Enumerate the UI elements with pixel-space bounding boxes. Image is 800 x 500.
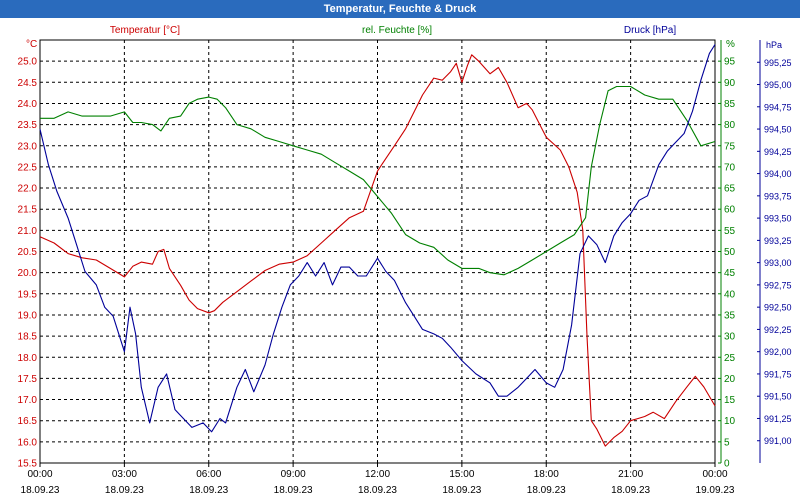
pressure-tick-label: 993,75 — [764, 191, 792, 201]
temperature-tick-label: 20.5 — [18, 247, 38, 258]
temperature-tick-label: 18.5 — [18, 332, 38, 343]
pressure-tick-label: 992,75 — [764, 280, 792, 290]
pressure-unit: hPa — [766, 40, 782, 50]
humidity-tick-label: 25 — [724, 353, 736, 364]
temperature-line — [39, 54, 716, 447]
humidity-tick-label: 0 — [724, 459, 730, 470]
time-tick-label: 00:00 — [27, 469, 52, 480]
temperature-tick-label: 17.0 — [18, 395, 38, 406]
date-tick-label: 18.09.23 — [105, 485, 144, 496]
temperature-tick-label: 21.5 — [18, 205, 38, 216]
humidity-line — [40, 85, 716, 276]
humidity-tick-label: 20 — [724, 374, 736, 385]
humidity-tick-label: 95 — [724, 57, 736, 68]
temperature-tick-label: 25.0 — [18, 57, 38, 68]
humidity-tick-label: 40 — [724, 289, 736, 300]
pressure-tick-label: 992,50 — [764, 303, 792, 313]
date-tick-label: 18.09.23 — [274, 485, 313, 496]
temperature-tick-label: 21.0 — [18, 226, 38, 237]
date-tick-label: 18.09.23 — [527, 485, 566, 496]
humidity-tick-label: 65 — [724, 184, 736, 195]
temperature-tick-label: 15.5 — [18, 459, 38, 470]
legend-humidity: rel. Feuchte [%] — [362, 25, 432, 36]
date-tick-label: 19.09.23 — [696, 485, 735, 496]
humidity-unit: % — [726, 39, 735, 50]
pressure-tick-label: 992,00 — [764, 347, 792, 357]
time-tick-label: 06:00 — [196, 469, 221, 480]
humidity-tick-label: 10 — [724, 416, 736, 427]
pressure-tick-label: 992,25 — [764, 325, 792, 335]
humidity-tick-label: 85 — [724, 99, 736, 110]
temperature-tick-label: 24.5 — [18, 78, 38, 89]
time-tick-label: 03:00 — [112, 469, 137, 480]
temperature-tick-label: 19.5 — [18, 289, 38, 300]
time-tick-label: 18:00 — [534, 469, 559, 480]
time-tick-label: 15:00 — [449, 469, 474, 480]
date-tick-label: 18.09.23 — [189, 485, 228, 496]
pressure-tick-label: 995,00 — [764, 80, 792, 90]
humidity-tick-label: 55 — [724, 226, 736, 237]
humidity-tick-label: 5 — [724, 437, 730, 448]
temperature-tick-label: 16.5 — [18, 416, 38, 427]
humidity-tick-label: 70 — [724, 162, 736, 173]
legend-pressure: Druck [hPa] — [624, 25, 676, 36]
temperature-tick-label: 23.5 — [18, 120, 38, 131]
humidity-axis: 0 5 10 15 20 25 30 35 40 45 50 55 60 65 70 75 80 85 90 95 — [718, 40, 736, 470]
humidity-tick-label: 50 — [724, 247, 736, 258]
chart-title: Temperatur, Feuchte & Druck — [0, 0, 800, 18]
humidity-tick-label: 60 — [724, 205, 736, 216]
pressure-tick-label: 995,25 — [764, 58, 792, 68]
date-tick-label: 18.09.23 — [611, 485, 650, 496]
time-tick-label: 12:00 — [365, 469, 390, 480]
temperature-unit: °C — [26, 39, 37, 50]
chart: 15.5 16.0 16.5 17.0 17.5 18.0 18.5 19.0 19.5 20.0… — [18, 25, 792, 496]
pressure-tick-label: 991,50 — [764, 392, 792, 402]
pressure-tick-label: 991,00 — [764, 436, 792, 446]
pressure-tick-label: 994,25 — [764, 147, 792, 157]
humidity-tick-label: 75 — [724, 141, 736, 152]
temperature-tick-label: 22.0 — [18, 184, 38, 195]
temperature-tick-label: 17.5 — [18, 374, 38, 385]
temperature-tick-label: 18.0 — [18, 353, 38, 364]
humidity-tick-label: 15 — [724, 395, 736, 406]
series-lines — [39, 44, 716, 447]
legend-temperature: Temperatur [°C] — [110, 25, 180, 36]
temperature-tick-label: 22.5 — [18, 162, 38, 173]
pressure-tick-label: 993,00 — [764, 258, 792, 268]
pressure-axis: 991,00 991,25 991,50 991,75 992,00 992,25 992,… — [757, 40, 792, 463]
time-tick-label: 21:00 — [618, 469, 643, 480]
humidity-tick-label: 80 — [724, 120, 736, 131]
date-tick-label: 18.09.23 — [21, 485, 60, 496]
pressure-tick-label: 991,75 — [764, 369, 792, 379]
pressure-tick-label: 991,25 — [764, 414, 792, 424]
temperature-tick-label: 16.0 — [18, 437, 38, 448]
temperature-tick-label: 23.0 — [18, 141, 38, 152]
pressure-tick-label: 994,75 — [764, 102, 792, 112]
temperature-tick-label: 24.0 — [18, 99, 38, 110]
time-tick-label: 00:00 — [702, 469, 727, 480]
time-tick-label: 09:00 — [281, 469, 306, 480]
date-tick-label: 18.09.23 — [358, 485, 397, 496]
pressure-line — [39, 44, 716, 433]
humidity-tick-label: 35 — [724, 310, 736, 321]
humidity-tick-label: 45 — [724, 268, 736, 279]
date-tick-label: 18.09.23 — [442, 485, 481, 496]
temperature-tick-label: 20.0 — [18, 268, 38, 279]
time-axis: 00:00 18.09.23 03:00 18.09.23 06:00 18.09.23 0… — [21, 463, 735, 496]
pressure-tick-label: 994,00 — [764, 169, 792, 179]
pressure-tick-label: 993,50 — [764, 214, 792, 224]
humidity-tick-label: 90 — [724, 78, 736, 89]
temperature-tick-label: 19.0 — [18, 310, 38, 321]
pressure-tick-label: 993,25 — [764, 236, 792, 246]
pressure-tick-label: 994,50 — [764, 125, 792, 135]
temperature-axis: 15.5 16.0 16.5 17.0 17.5 18.0 18.5 19.0 19.5 20.0… — [18, 57, 38, 470]
humidity-tick-label: 30 — [724, 332, 736, 343]
